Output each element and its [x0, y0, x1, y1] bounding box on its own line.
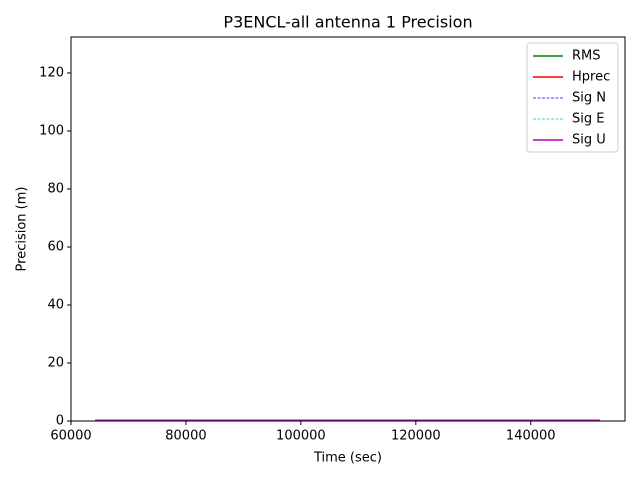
y-axis-label: Precision (m) [15, 187, 30, 272]
x-tick-label: 140000 [506, 429, 556, 444]
legend-label: RMS [572, 49, 601, 64]
y-tick-label: 20 [47, 355, 64, 370]
legend-label: Sig U [572, 133, 606, 148]
y-tick-label: 60 [47, 239, 64, 254]
x-tick-label: 100000 [276, 429, 326, 444]
x-axis-label: Time (sec) [313, 451, 382, 466]
x-tick-label: 120000 [391, 429, 441, 444]
y-tick-label: 100 [39, 123, 64, 138]
y-tick-label: 0 [56, 414, 64, 429]
legend-label: Sig N [572, 91, 606, 106]
legend-box [526, 42, 619, 153]
x-tick-label: 80000 [165, 429, 206, 444]
chart-title: P3ENCL-all antenna 1 Precision [223, 13, 472, 32]
plot-frame [70, 36, 626, 422]
legend-label: Sig E [572, 112, 604, 127]
y-tick-label: 80 [47, 181, 64, 196]
x-tick-label: 60000 [50, 429, 91, 444]
legend-label: Hprec [572, 70, 610, 85]
y-tick-label: 40 [47, 297, 64, 312]
y-tick-label: 120 [39, 65, 64, 80]
